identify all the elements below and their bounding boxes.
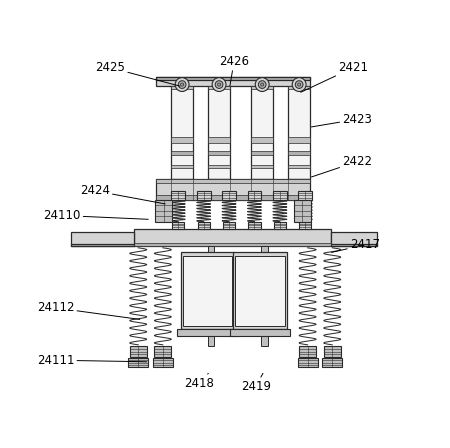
Text: 2417: 2417 bbox=[332, 238, 380, 252]
Bar bbox=[171, 86, 193, 178]
Text: 2419: 2419 bbox=[241, 373, 270, 393]
Bar bbox=[130, 346, 147, 357]
Circle shape bbox=[178, 81, 186, 88]
Circle shape bbox=[261, 83, 264, 86]
Bar bbox=[252, 86, 273, 89]
Bar bbox=[288, 86, 310, 89]
Circle shape bbox=[258, 81, 266, 88]
Circle shape bbox=[180, 83, 184, 86]
Bar bbox=[288, 165, 310, 168]
Bar bbox=[198, 222, 210, 229]
Circle shape bbox=[212, 78, 226, 91]
Bar bbox=[294, 200, 310, 222]
Text: 24111: 24111 bbox=[37, 354, 147, 367]
Bar bbox=[71, 233, 135, 246]
Bar bbox=[180, 252, 234, 329]
Bar bbox=[156, 77, 310, 86]
Circle shape bbox=[295, 81, 303, 88]
Bar bbox=[299, 222, 311, 229]
Text: 24112: 24112 bbox=[37, 302, 140, 319]
Circle shape bbox=[297, 83, 301, 86]
Bar bbox=[223, 222, 235, 229]
Bar bbox=[288, 86, 310, 178]
Bar bbox=[261, 246, 268, 346]
Bar bbox=[299, 346, 316, 357]
Bar bbox=[324, 346, 341, 357]
Circle shape bbox=[215, 81, 223, 88]
Bar bbox=[128, 358, 148, 367]
Bar bbox=[233, 252, 287, 329]
Bar bbox=[197, 191, 211, 200]
Bar bbox=[208, 86, 230, 89]
Bar bbox=[332, 244, 377, 246]
Text: 2425: 2425 bbox=[95, 61, 180, 86]
Bar bbox=[71, 244, 135, 246]
Bar bbox=[252, 151, 273, 155]
Bar bbox=[135, 229, 332, 246]
Bar bbox=[135, 243, 332, 246]
Bar bbox=[248, 222, 261, 229]
Bar bbox=[208, 137, 230, 143]
Text: 2423: 2423 bbox=[311, 113, 372, 127]
Bar bbox=[171, 191, 185, 200]
Bar bbox=[252, 137, 273, 143]
Bar bbox=[235, 255, 284, 326]
Bar bbox=[171, 165, 193, 168]
Text: 2418: 2418 bbox=[184, 373, 214, 390]
Bar bbox=[154, 346, 171, 357]
Bar bbox=[273, 191, 287, 200]
Bar bbox=[171, 151, 193, 155]
Circle shape bbox=[175, 78, 189, 91]
Bar bbox=[155, 200, 172, 222]
Bar bbox=[156, 178, 310, 200]
Bar bbox=[248, 191, 261, 200]
Bar bbox=[171, 86, 193, 89]
Circle shape bbox=[217, 83, 220, 86]
Text: 2421: 2421 bbox=[301, 61, 369, 92]
Bar bbox=[288, 137, 310, 143]
Bar bbox=[183, 255, 232, 326]
Bar bbox=[230, 329, 290, 336]
Bar bbox=[252, 86, 273, 178]
Text: 2422: 2422 bbox=[311, 155, 372, 177]
Bar bbox=[172, 222, 184, 229]
Bar bbox=[322, 358, 342, 367]
Bar bbox=[153, 358, 173, 367]
Text: 2424: 2424 bbox=[80, 184, 165, 204]
Bar bbox=[298, 191, 312, 200]
Bar bbox=[177, 329, 238, 336]
Bar bbox=[156, 178, 310, 183]
Bar bbox=[297, 358, 318, 367]
Bar bbox=[171, 137, 193, 143]
Circle shape bbox=[255, 78, 269, 91]
Text: 24110: 24110 bbox=[43, 209, 148, 222]
Bar bbox=[208, 165, 230, 168]
Bar bbox=[274, 222, 286, 229]
Bar bbox=[288, 151, 310, 155]
Bar bbox=[156, 195, 310, 200]
Text: 2426: 2426 bbox=[219, 55, 249, 86]
Bar bbox=[156, 77, 310, 80]
Bar bbox=[252, 165, 273, 168]
Bar bbox=[332, 233, 377, 246]
Circle shape bbox=[292, 78, 306, 91]
Bar bbox=[222, 191, 236, 200]
Bar bbox=[208, 86, 230, 178]
Bar bbox=[208, 151, 230, 155]
Bar bbox=[207, 246, 214, 346]
